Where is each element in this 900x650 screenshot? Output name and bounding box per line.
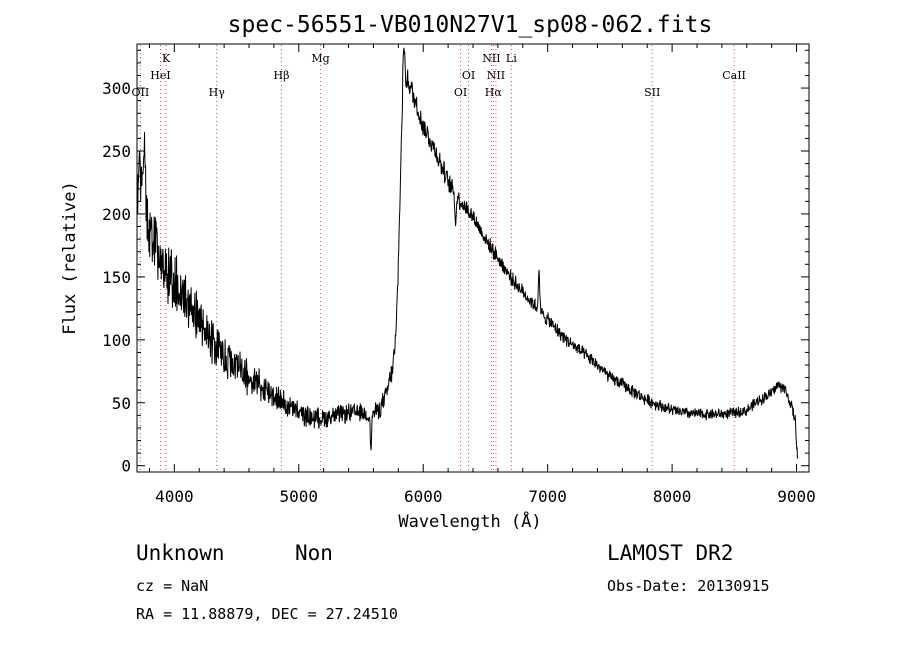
line-label-NII: NII — [482, 52, 500, 65]
y-tick-label: 250 — [102, 142, 131, 161]
line-label-OII: OII — [132, 86, 150, 99]
line-label-K: K — [162, 52, 171, 65]
line-label-Li: Li — [506, 52, 517, 65]
survey-name: LAMOST DR2 — [607, 541, 734, 565]
redshift-cz: cz = NaN — [136, 577, 209, 595]
object-subclass: Non — [295, 541, 333, 565]
x-tick-label: 5000 — [280, 487, 319, 506]
plot-frame — [136, 43, 810, 473]
y-tick-label: 50 — [112, 394, 131, 413]
x-tick-label: 6000 — [404, 487, 443, 506]
object-class: Unknown — [136, 541, 225, 565]
y-tick-label: 300 — [102, 79, 131, 98]
x-tick-label: 9000 — [777, 487, 816, 506]
line-label-HeI: HeI — [150, 69, 170, 82]
x-axis-label: Wavelength (Å) — [398, 512, 542, 532]
x-axis-ticks: 4000 5000 6000 7000 8000 9000 — [148, 44, 816, 506]
line-label-CaII: CaII — [722, 69, 746, 82]
line-label-NII: NII — [487, 69, 505, 82]
x-tick-label: 4000 — [155, 487, 194, 506]
x-tick-label: 8000 — [653, 487, 692, 506]
spectral-line-labels: OII K HeI Hγ Hβ Mg OI OI NII NII Hα Li SII CaII — [132, 52, 746, 99]
y-axis-label: Flux (relative) — [60, 181, 80, 335]
line-label-OI: OI — [462, 69, 475, 82]
spectral-line-markers — [139, 45, 735, 471]
coordinates: RA = 11.88879, DEC = 27.24510 — [136, 605, 398, 623]
y-tick-label: 0 — [121, 457, 131, 476]
line-label-Hγ: Hγ — [209, 86, 226, 99]
line-label-Hβ: Hβ — [274, 69, 290, 82]
y-tick-label: 100 — [102, 331, 131, 350]
line-label-SII: SII — [644, 86, 660, 99]
x-tick-label: 7000 — [528, 487, 567, 506]
line-label-Mg: Mg — [311, 52, 329, 65]
y-tick-label: 200 — [102, 205, 131, 224]
spectrum-line — [136, 47, 799, 459]
y-tick-label: 150 — [102, 268, 131, 287]
line-label-Hα: Hα — [485, 86, 503, 99]
observation-date: Obs-Date: 20130915 — [607, 577, 770, 595]
chart-title: spec-56551-VB010N27V1_sp08-062.fits — [227, 12, 713, 38]
line-label-OI: OI — [454, 86, 467, 99]
